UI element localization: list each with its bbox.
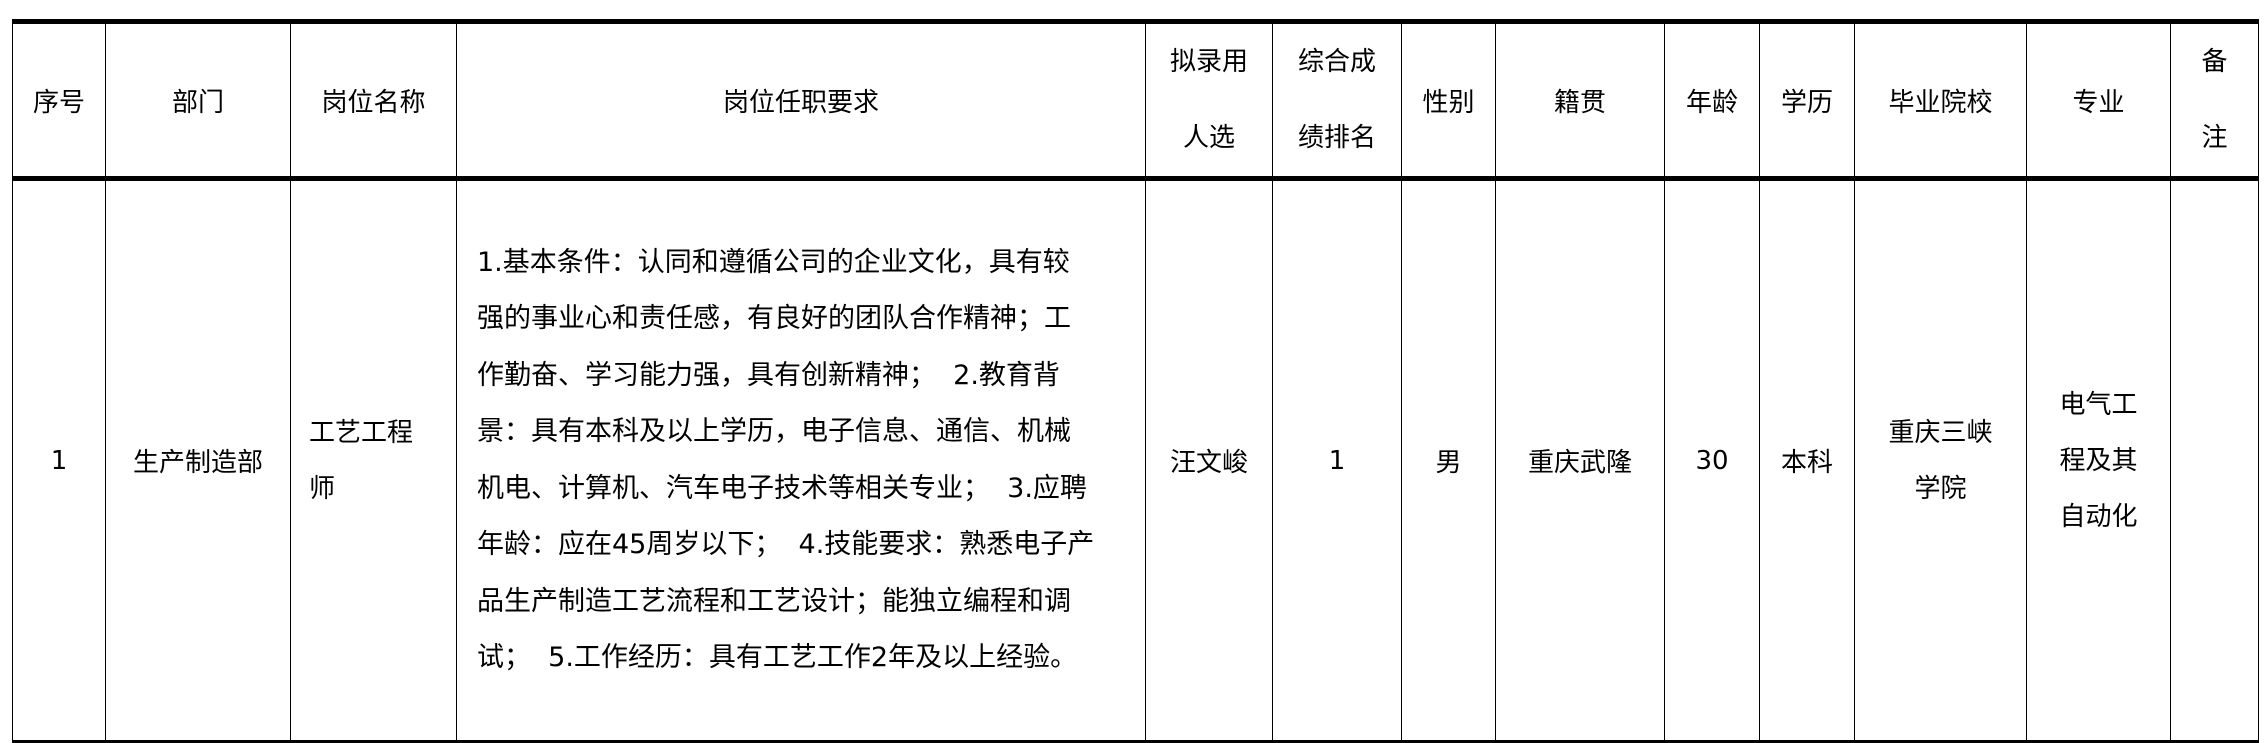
header-candidate: 拟录用 人选 [1145, 19, 1273, 181]
header-remark: 备注 [2170, 19, 2259, 181]
header-seq: 序号 [12, 19, 106, 181]
cell-rank: 1 [1272, 178, 1402, 743]
cell-seq: 1 [12, 178, 106, 743]
cell-major: 电气工 程及其 自动化 [2026, 178, 2171, 743]
header-origin: 籍贯 [1495, 19, 1665, 181]
cell-education: 本科 [1759, 178, 1855, 743]
header-position: 岗位名称 [290, 19, 457, 181]
recruitment-table: 序号 部门 岗位名称 岗位任职要求 拟录用 人选 综合成 绩排名 性别 籍贯 年龄 … [12, 19, 2259, 743]
header-major: 专业 [2026, 19, 2171, 181]
header-education: 学历 [1759, 19, 1855, 181]
header-dept: 部门 [105, 19, 291, 181]
header-gender: 性别 [1401, 19, 1496, 181]
cell-age: 30 [1664, 178, 1760, 743]
cell-position: 工艺工程师 [290, 178, 457, 743]
cell-remark [2170, 178, 2259, 743]
cell-origin: 重庆武隆 [1495, 178, 1665, 743]
header-school: 毕业院校 [1854, 19, 2027, 181]
cell-gender: 男 [1401, 178, 1496, 743]
header-row: 序号 部门 岗位名称 岗位任职要求 拟录用 人选 综合成 绩排名 性别 籍贯 年龄 … [12, 19, 2259, 181]
cell-school: 重庆三峡 学院 [1854, 178, 2027, 743]
header-age: 年龄 [1664, 19, 1760, 181]
cell-candidate: 汪文峻 [1145, 178, 1273, 743]
header-requirements: 岗位任职要求 [456, 19, 1146, 181]
table-row: 1 生产制造部 工艺工程师 1.基本条件：认同和遵循公司的企业文化，具有较 强的… [12, 178, 2259, 743]
cell-dept: 生产制造部 [105, 178, 291, 743]
header-rank: 综合成 绩排名 [1272, 19, 1402, 181]
cell-requirements: 1.基本条件：认同和遵循公司的企业文化，具有较 强的事业心和责任感，有良好的团队… [456, 178, 1146, 743]
